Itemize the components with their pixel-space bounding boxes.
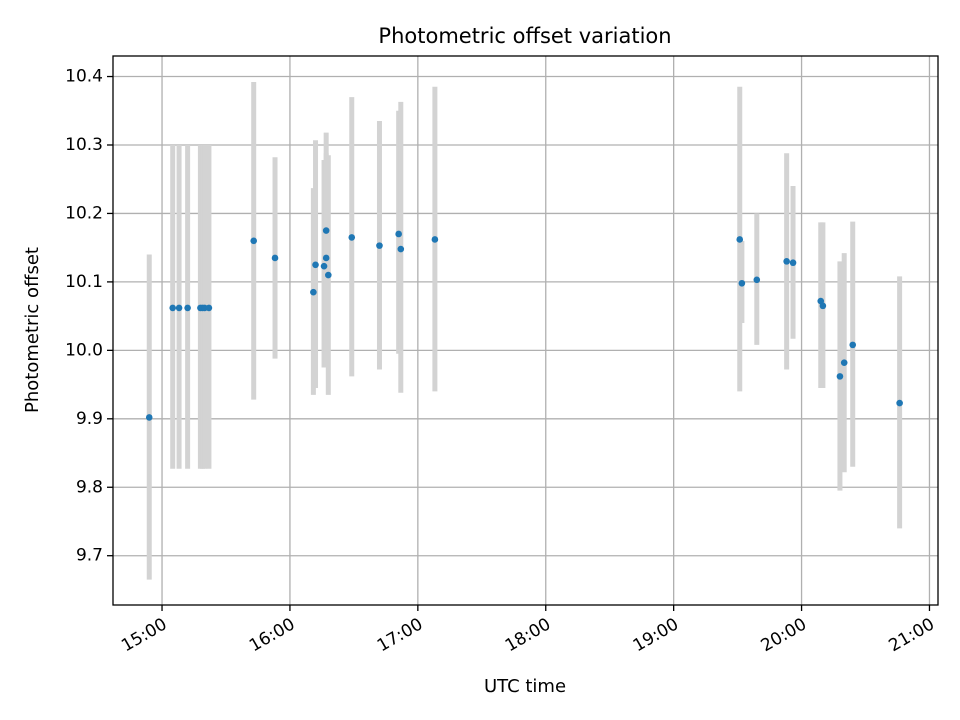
data-point — [271, 254, 279, 262]
grid-layer — [113, 56, 938, 605]
data-point — [736, 236, 744, 243]
data-point — [145, 414, 153, 421]
data-point — [310, 288, 317, 296]
chart-title: Photometric offset variation — [378, 24, 671, 48]
data-point — [836, 373, 844, 380]
x-axis-title: UTC time — [484, 676, 566, 697]
data-point — [322, 227, 330, 234]
data-point — [312, 261, 319, 269]
data-point — [819, 302, 827, 310]
data-point — [348, 234, 356, 241]
y-tick-label: 10.2 — [65, 203, 103, 223]
y-tick-label: 10.0 — [65, 340, 103, 360]
plot-frame — [112, 55, 939, 606]
data-point — [175, 304, 183, 312]
data-point — [789, 259, 797, 267]
data-point — [849, 341, 857, 349]
data-point — [169, 304, 176, 312]
data-point — [738, 279, 746, 287]
data-point — [395, 230, 402, 238]
data-point — [753, 276, 761, 284]
y-tick-label: 10.4 — [65, 67, 103, 87]
y-tick-label: 9.9 — [76, 409, 103, 429]
data-point — [840, 359, 848, 366]
y-tick-label: 9.8 — [76, 477, 103, 497]
data-point — [325, 271, 332, 279]
y-axis-ticks: 9.7 9.8 9.9 10.0 10.1 10.2 10.3 10.4 — [65, 67, 113, 566]
data-point — [783, 258, 790, 265]
y-tick-label: 10.3 — [65, 135, 103, 155]
point-layer — [145, 227, 903, 421]
data-point — [250, 237, 257, 245]
y-tick-label: 10.1 — [65, 272, 103, 292]
data-point — [320, 262, 328, 270]
data-point — [397, 245, 405, 253]
data-point — [322, 254, 330, 262]
data-point — [205, 304, 213, 312]
data-point — [896, 399, 903, 407]
data-point — [431, 236, 439, 243]
data-point — [184, 304, 191, 312]
y-tick-label: 9.7 — [76, 546, 103, 566]
data-point — [376, 242, 383, 249]
y-axis-title: Photometric offset — [22, 247, 43, 413]
